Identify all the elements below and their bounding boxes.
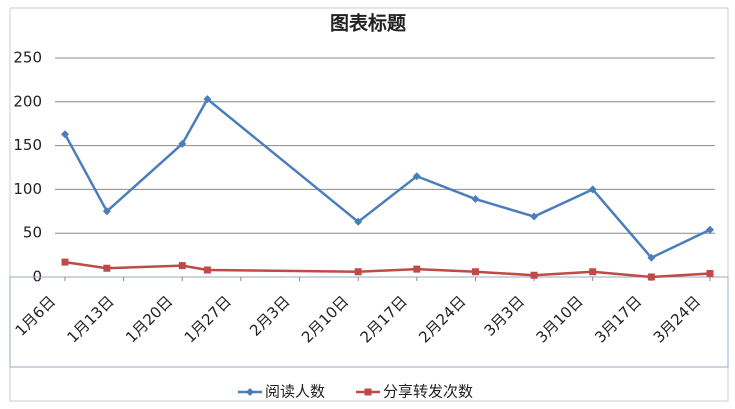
marker [354, 268, 362, 276]
marker [706, 225, 714, 234]
marker [530, 271, 538, 279]
marker [178, 139, 187, 148]
marker [102, 207, 111, 216]
y-tick-label: 150 [13, 136, 42, 154]
marker [471, 268, 479, 276]
marker [471, 195, 480, 204]
marker [706, 269, 714, 277]
marker [103, 264, 111, 272]
legend-marker [364, 388, 372, 396]
chart-frame [9, 7, 729, 402]
marker [61, 130, 69, 139]
legend-label: 阅读人数 [265, 383, 325, 401]
y-tick-label: 50 [23, 224, 42, 242]
marker [61, 258, 69, 266]
marker [647, 253, 656, 262]
marker [647, 273, 655, 281]
plot-selection [9, 276, 729, 368]
legend-label: 分享转发次数 [383, 383, 473, 401]
marker [203, 266, 211, 274]
chart-title: 图表标题 [330, 12, 406, 35]
y-tick-label: 100 [13, 180, 42, 198]
legend-marker [246, 388, 254, 396]
marker [412, 172, 421, 181]
marker [413, 265, 421, 273]
y-tick-label: 250 [13, 49, 42, 67]
marker [589, 268, 597, 276]
marker [354, 217, 363, 226]
marker [588, 185, 597, 194]
y-tick-label: 200 [13, 92, 42, 110]
marker [178, 262, 186, 270]
marker [203, 95, 212, 104]
marker [530, 212, 539, 221]
